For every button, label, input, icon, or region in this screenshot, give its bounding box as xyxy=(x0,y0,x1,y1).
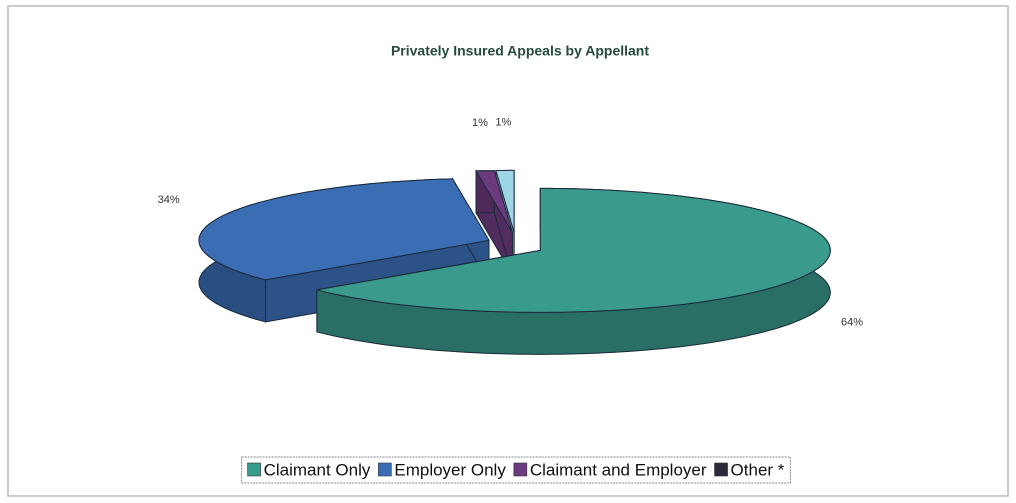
slice xyxy=(316,187,831,313)
legend-label: Employer Only xyxy=(394,460,506,479)
data-label: 1% xyxy=(495,116,511,128)
legend-swatch xyxy=(378,462,392,477)
chart-title: Privately Insured Appeals by Appellant xyxy=(391,43,649,59)
legend-swatch xyxy=(247,462,261,477)
legend-swatch xyxy=(513,462,528,477)
slice xyxy=(475,170,513,233)
legend-swatch xyxy=(714,462,728,477)
slice-tops xyxy=(198,169,831,313)
slice xyxy=(495,169,515,233)
slice xyxy=(198,178,490,281)
data-label: 34% xyxy=(158,194,180,206)
legend: Claimant Only Employer Only Claimant and E… xyxy=(241,456,791,484)
legend-label: Other * xyxy=(731,460,785,479)
data-label: 64% xyxy=(841,316,863,328)
data-label: 1% xyxy=(472,117,488,129)
legend-label: Claimant and Employer xyxy=(530,460,707,479)
legend-label: Claimant Only xyxy=(264,460,371,479)
